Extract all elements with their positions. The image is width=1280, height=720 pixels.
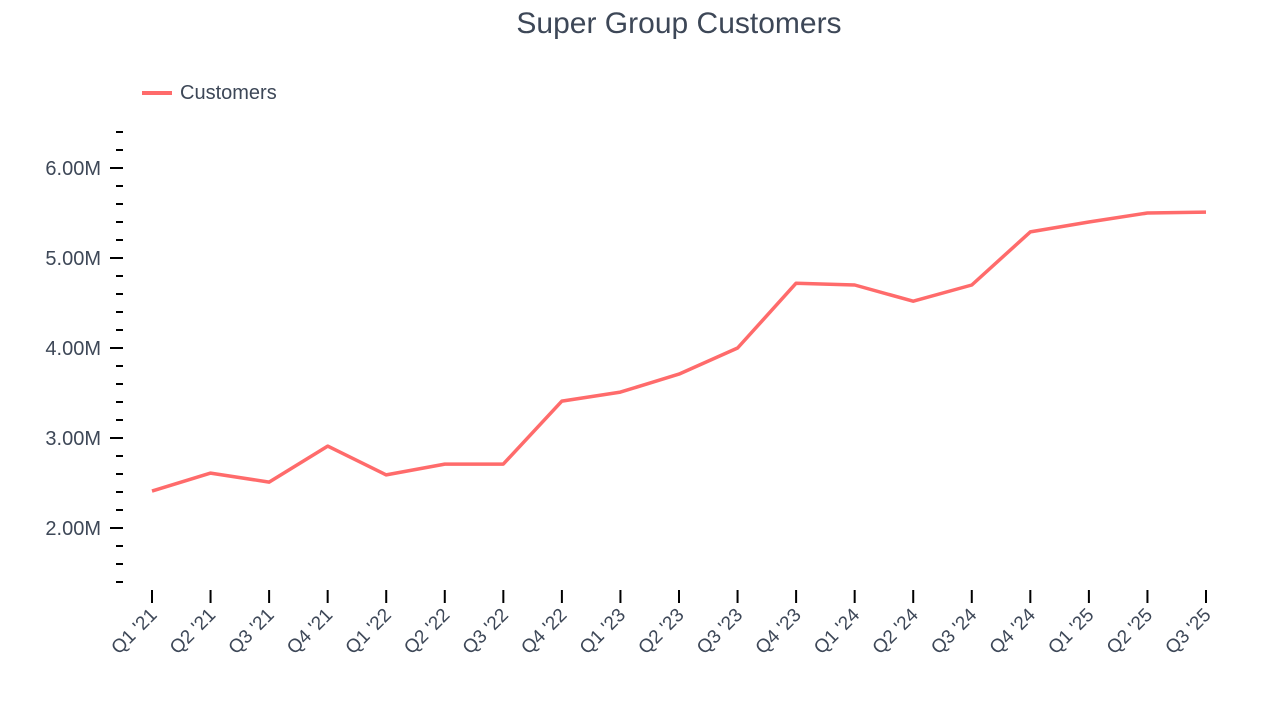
x-tick-label: Q3 '22: [459, 605, 513, 659]
x-tick-label: Q1 '25: [1044, 605, 1098, 659]
x-tick-label: Q2 '21: [166, 605, 220, 659]
x-tick-label: Q4 '23: [752, 605, 806, 659]
x-tick-label: Q3 '21: [225, 605, 279, 659]
x-tick-label: Q2 '22: [400, 605, 454, 659]
y-tick-label: 4.00M: [45, 338, 101, 360]
series-line-customers: [151, 210, 1207, 493]
x-tick-label: Q1 '24: [810, 604, 864, 658]
x-tick-label: Q3 '25: [1162, 605, 1216, 659]
x-tick-label: Q2 '23: [635, 605, 689, 659]
x-axis: Q1 '21 Q2 '21 Q3 '21 Q4 '21 Q1 '22 Q2 '22 Q3 '…: [108, 590, 1216, 659]
x-tick-label: Q3 '24: [927, 604, 981, 658]
x-tick-label: Q3 '23: [693, 605, 747, 659]
y-axis: 2.00M 3.00M 4.00M 5.00M 6.00M: [45, 131, 123, 583]
legend-label-customers: Customers: [180, 82, 277, 104]
y-tick-label: 2.00M: [45, 518, 101, 540]
x-tick-label: Q4 '24: [986, 604, 1040, 658]
x-tick-label: Q1 '23: [576, 605, 630, 659]
x-tick-label: Q2 '25: [1103, 605, 1157, 659]
x-tick-label: Q4 '21: [283, 605, 337, 659]
y-tick-label: 3.00M: [45, 428, 101, 450]
x-tick-label: Q2 '24: [869, 604, 923, 658]
legend: Customers: [142, 82, 277, 104]
x-tick-label: Q4 '22: [517, 605, 571, 659]
chart-title: Super Group Customers: [516, 7, 841, 40]
y-tick-label: 6.00M: [45, 158, 101, 180]
plot-area: [151, 210, 1207, 493]
y-tick-label: 5.00M: [45, 248, 101, 270]
x-tick-label: Q1 '21: [108, 605, 162, 659]
x-tick-label: Q1 '22: [342, 605, 396, 659]
